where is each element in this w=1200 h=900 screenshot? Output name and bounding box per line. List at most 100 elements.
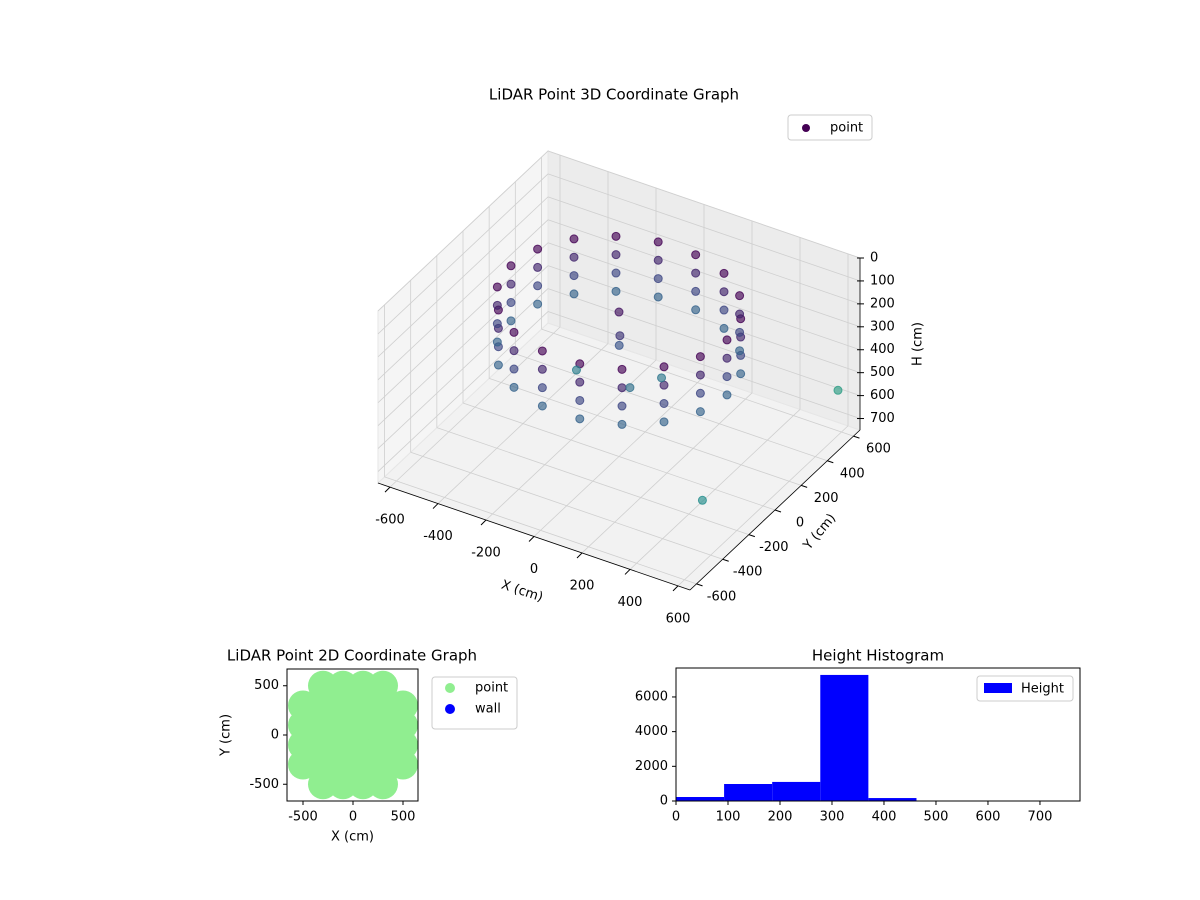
chart-title: LiDAR Point 2D Coordinate Graph <box>227 647 477 665</box>
z-tick-label: 600 <box>870 388 895 403</box>
point <box>506 261 516 271</box>
x-tick-label: -400 <box>423 529 453 544</box>
point <box>617 364 627 374</box>
point <box>537 401 547 411</box>
point <box>537 346 547 356</box>
chart-title: Height Histogram <box>812 647 944 665</box>
x-tick-label: -500 <box>288 810 318 825</box>
x-tick-label: 100 <box>716 810 741 825</box>
point <box>691 286 701 296</box>
grid-line <box>462 402 776 511</box>
y-tick <box>748 534 756 538</box>
legend-label: wall <box>475 702 501 717</box>
point <box>614 340 624 350</box>
z-tick-label: 200 <box>870 296 895 311</box>
point <box>691 305 701 315</box>
y-tick-label: -200 <box>759 540 789 555</box>
x-tick-label: 0 <box>349 810 357 825</box>
z-tick-label: 300 <box>870 319 895 334</box>
point <box>611 231 621 241</box>
grid-line <box>547 265 861 374</box>
x-tick <box>672 585 679 592</box>
point <box>695 370 705 380</box>
x-tick <box>432 503 439 509</box>
y-tick-label: 400 <box>840 466 865 481</box>
x-tick-label: 400 <box>618 595 643 610</box>
y-tick-label: -400 <box>733 565 763 580</box>
x-tick <box>384 486 391 493</box>
point <box>569 252 579 262</box>
point <box>719 305 729 315</box>
y-tick-label: 6000 <box>635 689 668 704</box>
grid-line <box>547 196 861 305</box>
point <box>617 419 627 429</box>
point <box>659 362 669 372</box>
grid-line <box>377 150 549 312</box>
point <box>509 382 519 392</box>
grid-line <box>547 242 861 351</box>
point <box>719 268 729 278</box>
point <box>569 271 579 281</box>
bar <box>820 674 869 801</box>
point <box>509 327 519 337</box>
point <box>569 289 579 299</box>
point <box>533 244 543 254</box>
z-tick-label: 0 <box>870 251 878 266</box>
grid-line <box>541 328 854 437</box>
y-tick <box>722 558 729 562</box>
x-tick-label: -600 <box>375 513 405 528</box>
legend-marker <box>445 704 455 714</box>
point <box>614 307 624 317</box>
axes-frame <box>675 667 1081 802</box>
point <box>493 360 503 370</box>
x-tick-label: 500 <box>924 810 949 825</box>
grid-line <box>547 288 861 396</box>
x-tick <box>528 536 535 542</box>
y-tick <box>827 460 834 464</box>
point <box>691 250 701 260</box>
grid-line <box>547 311 861 419</box>
x-tick-label: 600 <box>976 810 1001 825</box>
z-tick-label: 500 <box>870 365 895 380</box>
y-axis-label: Y (cm) <box>800 511 839 554</box>
point <box>625 383 635 393</box>
y-tick-label: 2000 <box>635 759 668 774</box>
legend-patch <box>984 683 1012 693</box>
grid-line <box>377 265 549 426</box>
grid-line <box>377 196 549 358</box>
point <box>695 407 705 417</box>
point <box>653 255 663 265</box>
point <box>653 237 663 247</box>
point <box>506 279 516 289</box>
point <box>506 316 516 326</box>
x-axis-label: X (cm) <box>331 830 374 845</box>
point <box>691 268 701 278</box>
point <box>722 372 732 382</box>
point <box>388 690 418 721</box>
y-tick-label: 600 <box>866 442 891 457</box>
legend-marker <box>445 683 455 693</box>
point <box>537 383 547 393</box>
point <box>509 364 519 374</box>
point <box>722 390 732 400</box>
point <box>719 287 729 297</box>
x-tick-label: 200 <box>570 578 595 593</box>
point <box>735 327 745 337</box>
y-tick <box>853 435 860 439</box>
y-tick-label: 0 <box>271 728 279 743</box>
bar <box>772 781 821 801</box>
point <box>735 291 745 301</box>
point <box>368 670 398 701</box>
grid-line <box>547 219 861 328</box>
y-tick-label: 200 <box>814 491 839 506</box>
point <box>722 353 732 363</box>
point <box>736 369 746 379</box>
x-axis-label: X (cm) <box>499 578 545 606</box>
point <box>695 352 705 362</box>
point <box>533 299 543 309</box>
grid-line <box>489 378 802 486</box>
grid-line <box>384 476 697 585</box>
point <box>537 364 547 374</box>
point <box>569 234 579 244</box>
